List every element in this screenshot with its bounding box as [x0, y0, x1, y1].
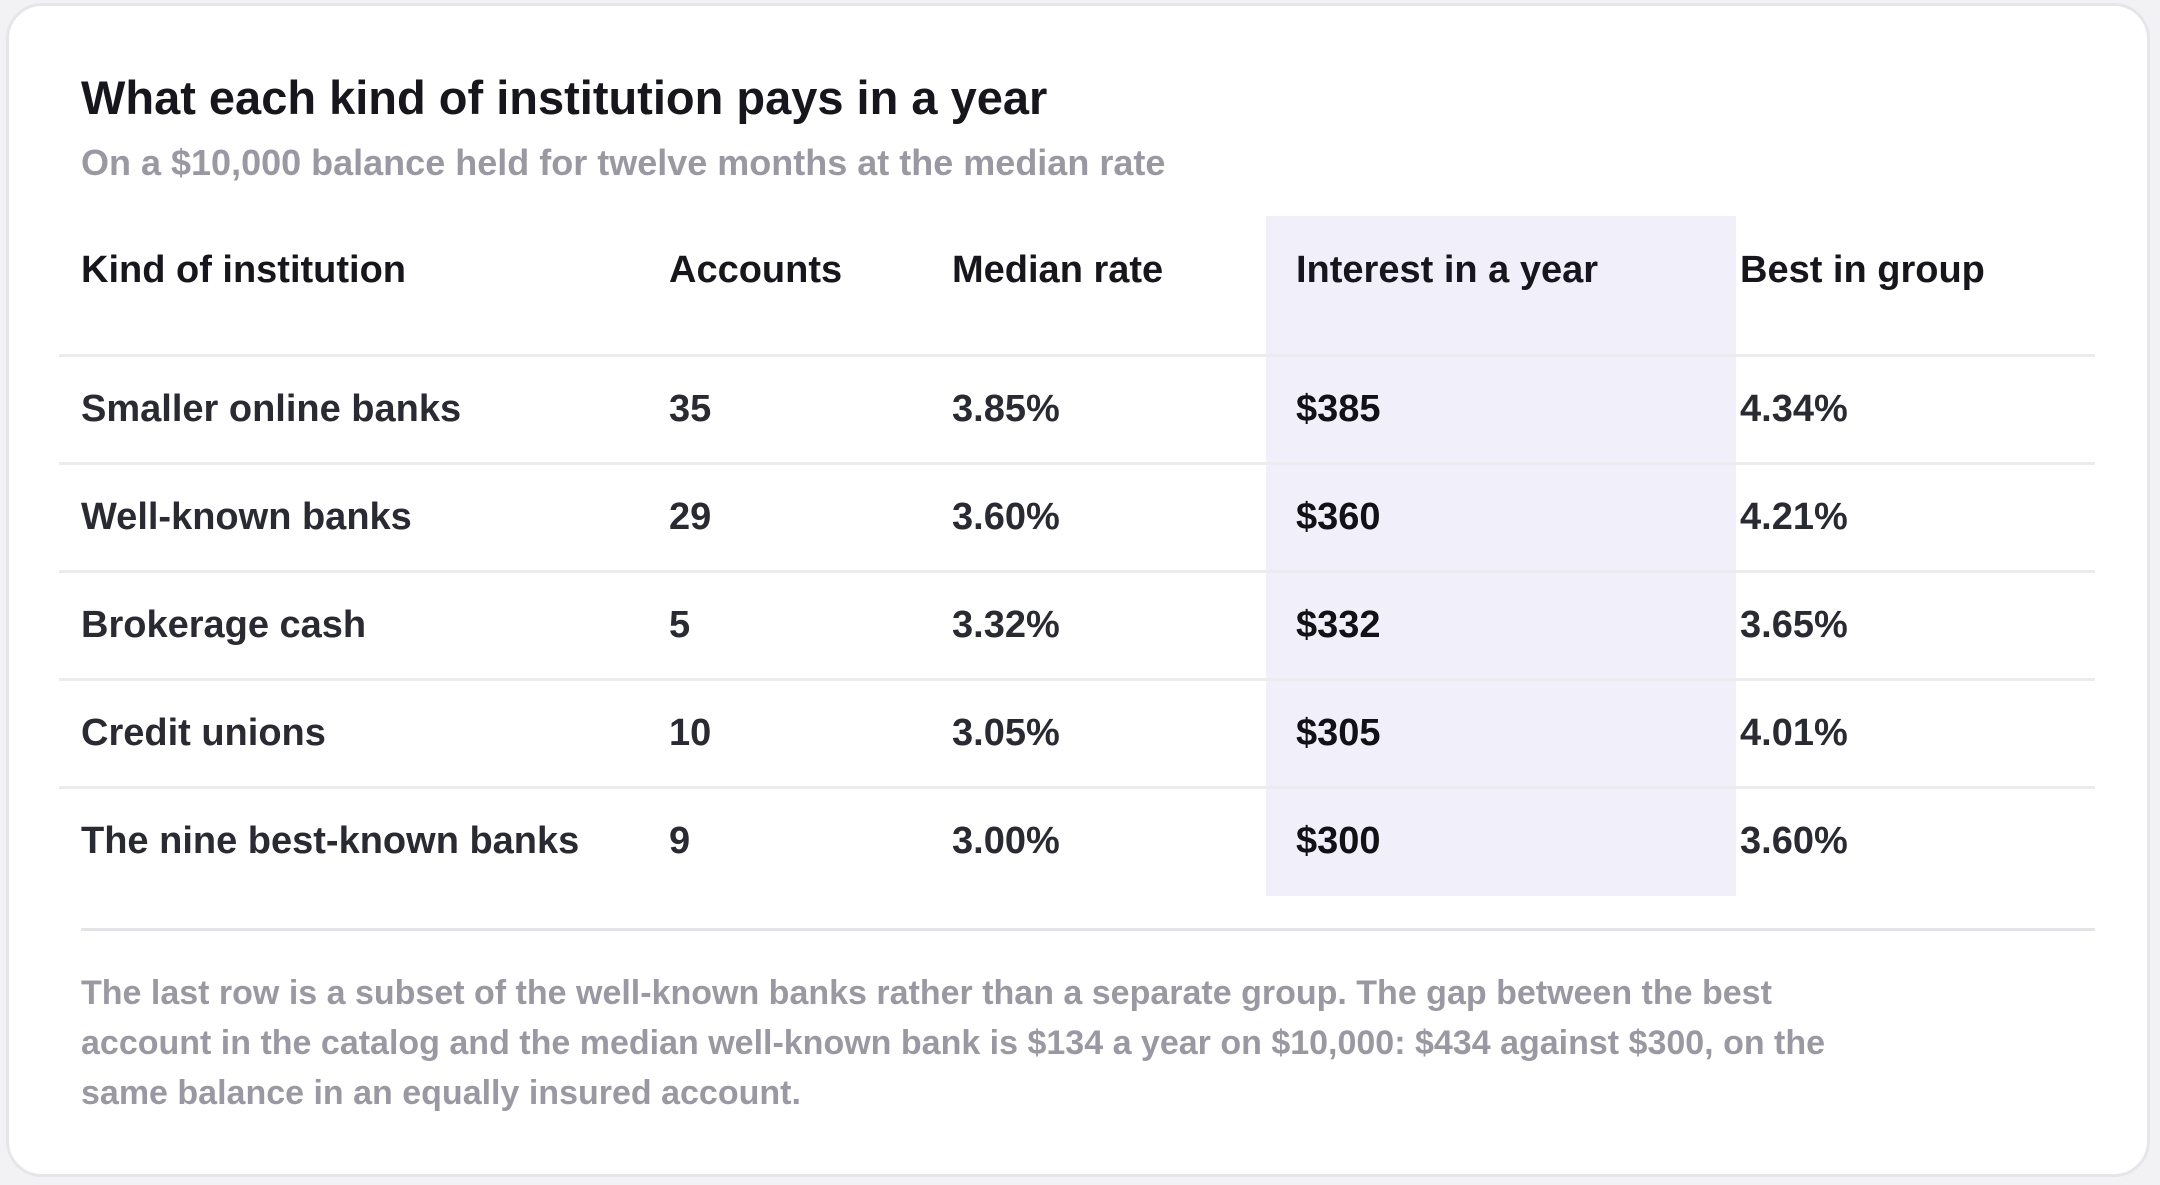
cell-kind: Credit unions: [81, 712, 326, 754]
table-header-row: Kind of institution Accounts Median rate…: [59, 216, 2095, 324]
cell-kind: Brokerage cash: [81, 604, 367, 646]
table-row: Well-known banks 29 3.60% $360 4.21%: [59, 462, 2095, 570]
cell-best-in-group: 4.01%: [1740, 712, 1848, 754]
cell-best-in-group: 3.60%: [1740, 820, 1848, 862]
footnote: The last row is a subset of the well-kno…: [81, 974, 1826, 1112]
cell-interest: $360: [1296, 496, 1381, 538]
table-row: Smaller online banks 35 3.85% $385 4.34%: [59, 354, 2095, 462]
cell-kind: Well-known banks: [81, 496, 412, 538]
cell-accounts: 5: [669, 604, 691, 646]
highlighted-column: [1266, 216, 1736, 896]
header-kind-of-institution: Kind of institution: [81, 248, 407, 291]
footer-divider: [81, 928, 2095, 931]
header-best-in-group: Best in group: [1740, 248, 1985, 291]
cell-best-in-group: 3.65%: [1740, 604, 1848, 646]
header-median-rate: Median rate: [952, 248, 1164, 291]
cell-kind: Smaller online banks: [81, 388, 462, 430]
cell-interest: $305: [1296, 712, 1381, 754]
page-title: What each kind of institution pays in a …: [81, 71, 1048, 124]
header-interest-in-a-year: Interest in a year: [1296, 248, 1599, 291]
cell-accounts: 29: [669, 496, 712, 538]
table-row: The nine best-known banks 9 3.00% $300 3…: [59, 786, 2095, 894]
table-row: Brokerage cash 5 3.32% $332 3.65%: [59, 570, 2095, 678]
cell-accounts: 35: [669, 388, 712, 430]
cell-kind: The nine best-known banks: [81, 820, 580, 862]
cell-median-rate: 3.60%: [952, 496, 1060, 538]
cell-interest: $300: [1296, 820, 1381, 862]
cell-best-in-group: 4.34%: [1740, 388, 1848, 430]
cell-best-in-group: 4.21%: [1740, 496, 1848, 538]
header-accounts: Accounts: [669, 248, 843, 291]
cell-interest: $385: [1296, 388, 1381, 430]
cell-median-rate: 3.05%: [952, 712, 1060, 754]
cell-median-rate: 3.00%: [952, 820, 1060, 862]
cell-accounts: 9: [669, 820, 691, 862]
page-subtitle: On a $10,000 balance held for twelve mon…: [81, 142, 1166, 183]
cell-median-rate: 3.85%: [952, 388, 1060, 430]
cell-median-rate: 3.32%: [952, 604, 1060, 646]
table-row: Credit unions 10 3.05% $305 4.01%: [59, 678, 2095, 786]
cell-interest: $332: [1296, 604, 1381, 646]
cell-accounts: 10: [669, 712, 712, 754]
card: What each kind of institution pays in a …: [6, 3, 2150, 1177]
